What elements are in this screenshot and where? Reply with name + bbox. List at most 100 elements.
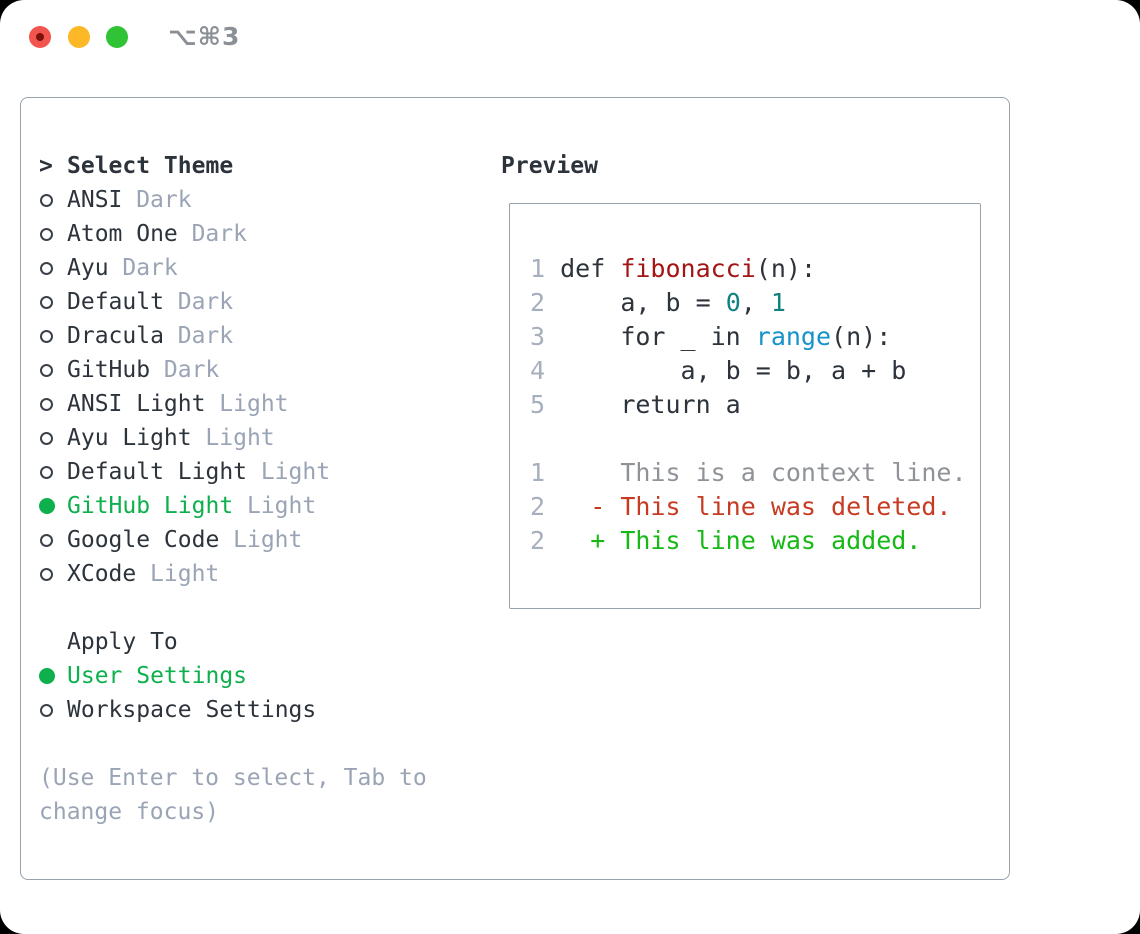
token-lineno: 2 [530, 288, 546, 317]
theme-name: Atom One [67, 221, 178, 247]
theme-name: ANSI [67, 187, 123, 213]
token-func: fibonacci [620, 254, 756, 283]
code-line: 2 a, b = 0, 1 [530, 286, 980, 320]
token-plain: a, b = [545, 288, 726, 317]
code-blank-line [530, 422, 980, 456]
token-del: - This line was deleted. [590, 492, 952, 521]
theme-variant: Dark [191, 221, 247, 247]
radio-icon [40, 295, 53, 309]
theme-name: Default Light [67, 459, 248, 485]
theme-item-github-light-light[interactable]: GitHub Light Light [39, 489, 489, 523]
apply-to-title: Apply To [67, 629, 178, 655]
theme-variant: Light [260, 459, 331, 485]
code-line: 2 + This line was added. [530, 524, 980, 558]
token-lineno: 2 [530, 492, 546, 521]
theme-variant: Light [219, 391, 289, 417]
token-plain [545, 526, 590, 555]
radio-icon [40, 329, 53, 343]
window-title: ⌥⌘3 [168, 22, 241, 51]
apply-option-label: User Settings [67, 663, 248, 689]
token-lineno: 2 [530, 526, 546, 555]
gap [39, 591, 489, 625]
theme-name: GitHub Light [67, 493, 234, 519]
theme-sidebar: > Select Theme ANSI Dark Atom One Dark Ayu Dark… [39, 149, 489, 829]
apply-option-user-settings[interactable]: User Settings [39, 659, 489, 693]
radio-icon [40, 465, 53, 479]
theme-name: Dracula [67, 323, 164, 349]
radio-icon [40, 227, 53, 241]
theme-item-github-dark[interactable]: GitHub Dark [39, 353, 489, 387]
theme-picker-panel: > Select Theme ANSI Dark Atom One Dark Ayu Dark… [20, 97, 1010, 880]
code-line: 2 - This line was deleted. [530, 490, 980, 524]
theme-item-ansi-dark[interactable]: ANSI Dark [39, 183, 489, 217]
token-plain: (n): [831, 322, 892, 351]
apply-option-workspace-settings[interactable]: Workspace Settings [39, 693, 489, 727]
token-builtin: range [755, 322, 832, 351]
preview-title: Preview [501, 153, 598, 179]
theme-variant: Dark [177, 323, 234, 349]
close-dot-icon [36, 33, 44, 41]
token-plain: def [545, 254, 621, 283]
token-plain: (n): [755, 254, 817, 283]
help-text-line-1: (Use Enter to select, Tab to [39, 765, 427, 791]
token-lineno: 1 [530, 458, 546, 487]
prompt-icon: > [39, 153, 53, 179]
token-ctx: This is a context line. [545, 458, 967, 487]
theme-name: GitHub [67, 357, 151, 383]
theme-item-google-code-light[interactable]: Google Code Light [39, 523, 489, 557]
theme-item-dracula-dark[interactable]: Dracula Dark [39, 319, 489, 353]
theme-list-header: > Select Theme [39, 149, 489, 183]
code-line: 5 return a [530, 388, 980, 422]
theme-name: ANSI Light [67, 391, 206, 417]
theme-variant: Dark [163, 357, 220, 383]
maximize-button[interactable] [106, 26, 128, 48]
token-num: 0 [725, 288, 741, 317]
apply-option-label: Workspace Settings [67, 697, 317, 723]
theme-variant: Light [150, 561, 220, 587]
token-plain: a, b = b, a + b [545, 356, 907, 385]
help-text-line-2: change focus) [39, 799, 220, 825]
token-lineno: 1 [530, 254, 546, 283]
radio-icon [40, 567, 53, 581]
radio-icon [40, 193, 53, 207]
close-button[interactable] [29, 26, 51, 48]
theme-name: Default [67, 289, 164, 315]
apply-to-header: Apply To [39, 625, 489, 659]
theme-item-default-light-light[interactable]: Default Light Light [39, 455, 489, 489]
theme-item-ayu-light-light[interactable]: Ayu Light Light [39, 421, 489, 455]
radio-icon [40, 397, 53, 411]
theme-item-xcode-light[interactable]: XCode Light [39, 557, 489, 591]
radio-icon [40, 363, 53, 377]
code-line: 4 a, b = b, a + b [530, 354, 980, 388]
token-lineno: 4 [530, 356, 546, 385]
radio-icon [40, 533, 53, 547]
token-plain: for _ in [545, 322, 756, 351]
gap [39, 727, 489, 761]
code-line: 1 def fibonacci(n): [530, 252, 980, 286]
code-line: 1 This is a context line. [530, 456, 980, 490]
token-plain [545, 492, 590, 521]
token-lineno: 3 [530, 322, 546, 351]
theme-name: Ayu [67, 255, 109, 281]
theme-variant: Light [233, 527, 303, 553]
theme-name: Google Code [67, 527, 220, 553]
token-plain: return a [545, 390, 741, 419]
theme-item-atom-one-dark[interactable]: Atom One Dark [39, 217, 489, 251]
titlebar: ⌥⌘3 [0, 0, 1140, 75]
theme-variant: Dark [136, 187, 192, 213]
minimize-button[interactable] [68, 26, 90, 48]
radio-selected-icon [39, 498, 55, 514]
theme-name: Ayu Light [67, 425, 192, 451]
theme-item-ansi-light-light[interactable]: ANSI Light Light [39, 387, 489, 421]
token-lineno: 5 [530, 390, 546, 419]
theme-item-default-dark[interactable]: Default Dark [39, 285, 489, 319]
theme-item-ayu-dark[interactable]: Ayu Dark [39, 251, 489, 285]
theme-name: XCode [67, 561, 137, 587]
token-num: 1 [770, 288, 786, 317]
theme-variant: Dark [122, 255, 178, 281]
radio-selected-icon [39, 668, 55, 684]
radio-icon [40, 431, 53, 445]
theme-variant: Light [205, 425, 275, 451]
